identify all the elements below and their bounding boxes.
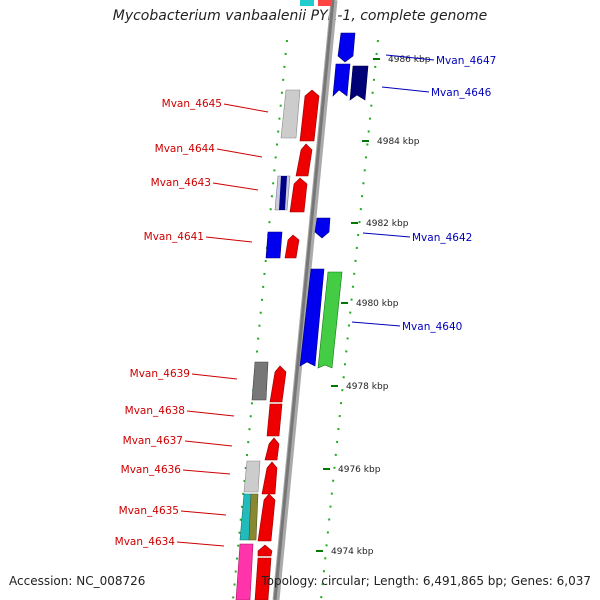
gene-arrow-mvan-4636[interactable] (261, 461, 278, 495)
gene-label[interactable]: Mvan_4644 (155, 143, 216, 155)
outer-dotted-guide (320, 39, 379, 600)
gene-label[interactable]: Mvan_4646 (431, 87, 492, 99)
gene-block-mvan-4639a[interactable] (251, 361, 269, 401)
leader-line (184, 440, 233, 447)
gene-block-mvan-4636a[interactable] (243, 460, 261, 493)
gene-block-mvan-4645a[interactable] (280, 89, 301, 139)
summary-text: Topology: circular; Length: 6,491,865 bp… (261, 574, 591, 588)
gene-label[interactable]: Mvan_4645 (162, 98, 222, 110)
gene-arrow-mvan-4646b[interactable] (349, 65, 369, 101)
gene-labels: Mvan_4645 Mvan_4644 Mvan_4643 Mvan_4641 Mvan… (115, 55, 497, 548)
gene-arrow-mvan-4643[interactable] (289, 177, 308, 213)
gene-arrow-mvan-4647[interactable] (337, 32, 356, 63)
leader-line (216, 148, 263, 158)
gene-block-mvan-4635b[interactable] (248, 493, 259, 541)
gene-label[interactable]: Mvan_4634 (115, 536, 176, 548)
tick-label: 4978 kbp (346, 382, 389, 392)
gene-label[interactable]: Mvan_4637 (123, 435, 183, 447)
gene-block-mvan-4634b[interactable] (254, 557, 272, 600)
gene-block-mvan-4641a[interactable] (265, 231, 283, 259)
gene-arrow-mvan-4645[interactable] (299, 89, 320, 142)
tick-label: 4986 kbp (388, 55, 431, 65)
accession-text: Accession: NC_008726 (9, 574, 146, 588)
gene-block (318, 0, 332, 6)
leader-line (362, 232, 411, 238)
gene-label[interactable]: Mvan_4643 (151, 177, 211, 189)
leader-line (212, 182, 259, 191)
gene-arrow-mvan-4639[interactable] (269, 365, 287, 403)
leader-line (191, 373, 238, 380)
leader-line (385, 54, 435, 61)
gene-arrow-mvan-4635[interactable] (257, 493, 276, 542)
leader-line (223, 103, 269, 113)
gene-label[interactable]: Mvan_4647 (436, 55, 496, 67)
leader-line (186, 410, 235, 417)
leader-line (205, 236, 253, 243)
tick-label: 4982 kbp (366, 219, 409, 229)
tick-label: 4984 kbp (377, 137, 420, 147)
gene-arrow-mvan-4641[interactable] (284, 234, 300, 259)
gene-block (300, 0, 314, 6)
gene-label[interactable]: Mvan_4636 (121, 464, 182, 476)
tick-label: 4976 kbp (338, 465, 381, 475)
map-title: Mycobacterium vanbaalenii PYR-1, complet… (112, 8, 488, 24)
gene-arrow-mvan-4640a[interactable] (299, 268, 325, 367)
gene-label[interactable]: Mvan_4641 (144, 231, 204, 243)
gene-label[interactable]: Mvan_4642 (412, 232, 472, 244)
gene-arrow-mvan-4642[interactable] (314, 217, 331, 239)
gene-arrow-mvan-4634[interactable] (257, 544, 273, 557)
tick-label: 4974 kbp (331, 547, 374, 557)
inner-dotted-guide (232, 39, 288, 600)
leader-line (381, 86, 430, 93)
gene-label[interactable]: Mvan_4638 (125, 405, 185, 417)
gene-label[interactable]: Mvan_4640 (402, 321, 462, 333)
tick-labels: 4986 kbp 4984 kbp 4982 kbp 4980 kbp 4978 kbp… (176, 54, 435, 557)
leader-line (182, 469, 231, 475)
gene-arrow-mvan-4646a[interactable] (332, 63, 351, 97)
gene-block-mvan-4638[interactable] (266, 403, 283, 437)
gene-arrow-mvan-4644[interactable] (295, 143, 313, 177)
leader-line (176, 541, 225, 547)
backbone (273, 0, 335, 600)
leader-line (180, 510, 227, 516)
leader-line (351, 321, 401, 327)
gene-block-mvan-4634a[interactable] (235, 543, 254, 600)
gene-label[interactable]: Mvan_4635 (119, 505, 179, 517)
gene-block-mvan-4643b[interactable] (279, 176, 287, 210)
tick-label: 4980 kbp (356, 299, 399, 309)
gene-arrow-mvan-4640b[interactable] (317, 271, 343, 369)
gene-arrow-mvan-4637[interactable] (264, 437, 280, 461)
gene-label[interactable]: Mvan_4639 (130, 368, 190, 380)
